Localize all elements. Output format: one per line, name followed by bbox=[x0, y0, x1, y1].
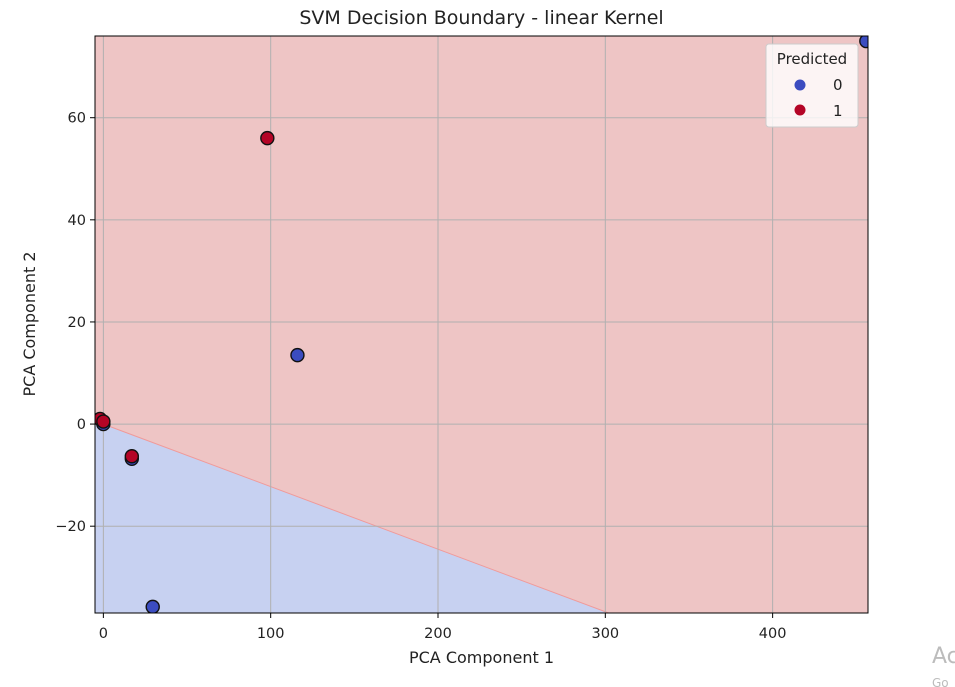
x-tick-label-4: 400 bbox=[759, 626, 787, 642]
legend-title: Predicted bbox=[777, 50, 847, 68]
data-point-1-1 bbox=[124, 449, 140, 464]
data-point-1-3 bbox=[96, 414, 111, 429]
x-tick-label-0: 0 bbox=[99, 626, 108, 642]
y-tick-label-4: 60 bbox=[68, 111, 86, 127]
y-tick-label-1: 0 bbox=[77, 417, 86, 433]
y-axis-ticks: −20 0 20 40 60 bbox=[55, 111, 95, 535]
x-axis-ticks: 0 100 200 300 400 bbox=[99, 613, 787, 642]
decision-boundary-line bbox=[95, 420, 609, 613]
data-point-0-0 bbox=[290, 347, 305, 363]
data-point-1-0 bbox=[260, 130, 275, 146]
x-tick-label-2: 200 bbox=[424, 626, 452, 642]
legend-marker-0 bbox=[794, 79, 806, 91]
plot-area bbox=[95, 36, 868, 613]
data-point-0-1 bbox=[145, 599, 160, 613]
data-points bbox=[95, 36, 868, 613]
watermark-subtext: Go bbox=[932, 676, 949, 687]
legend-label-1: 1 bbox=[833, 102, 843, 120]
grid-lines bbox=[95, 36, 868, 613]
x-tick-label-1: 100 bbox=[257, 626, 285, 642]
x-tick-label-3: 300 bbox=[591, 626, 619, 642]
legend: Predicted 0 1 bbox=[765, 43, 859, 128]
plot-frame bbox=[94, 35, 869, 614]
watermark-text: Ac bbox=[932, 644, 955, 669]
x-axis-label: PCA Component 1 bbox=[409, 648, 554, 667]
y-tick-label-0: −20 bbox=[55, 519, 86, 535]
y-tick-label-3: 40 bbox=[68, 213, 86, 229]
data-point-0-2 bbox=[859, 36, 868, 49]
chart-title: SVM Decision Boundary - linear Kernel bbox=[299, 7, 663, 29]
y-tick-label-2: 20 bbox=[68, 315, 86, 331]
legend-marker-1 bbox=[794, 104, 806, 116]
legend-box bbox=[765, 43, 859, 128]
legend-label-0: 0 bbox=[833, 76, 843, 94]
y-axis-label: PCA Component 2 bbox=[20, 251, 39, 396]
